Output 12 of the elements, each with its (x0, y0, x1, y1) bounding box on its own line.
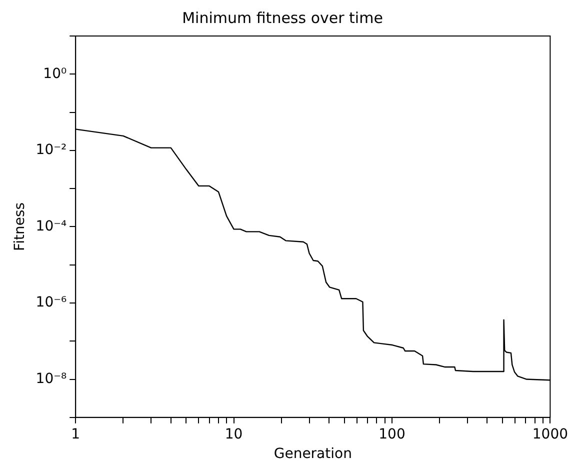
y-axis-title: Fitness (12, 202, 28, 251)
x-tick-label: 100 (378, 426, 406, 442)
y-tick-label: 10⁻² (36, 142, 67, 158)
x-axis-title: Generation (274, 446, 352, 462)
y-tick-label: 10⁻⁸ (36, 370, 67, 387)
x-tick-label: 1000 (532, 426, 568, 442)
y-tick-label: 10⁻⁶ (36, 294, 67, 311)
x-tick-label: 10 (224, 426, 243, 442)
chart-title: Minimum fitness over time (182, 8, 383, 27)
y-tick-label: 10⁰ (43, 66, 67, 82)
y-tick-label: 10⁻⁴ (36, 218, 67, 234)
x-tick-label: 1 (71, 426, 80, 442)
